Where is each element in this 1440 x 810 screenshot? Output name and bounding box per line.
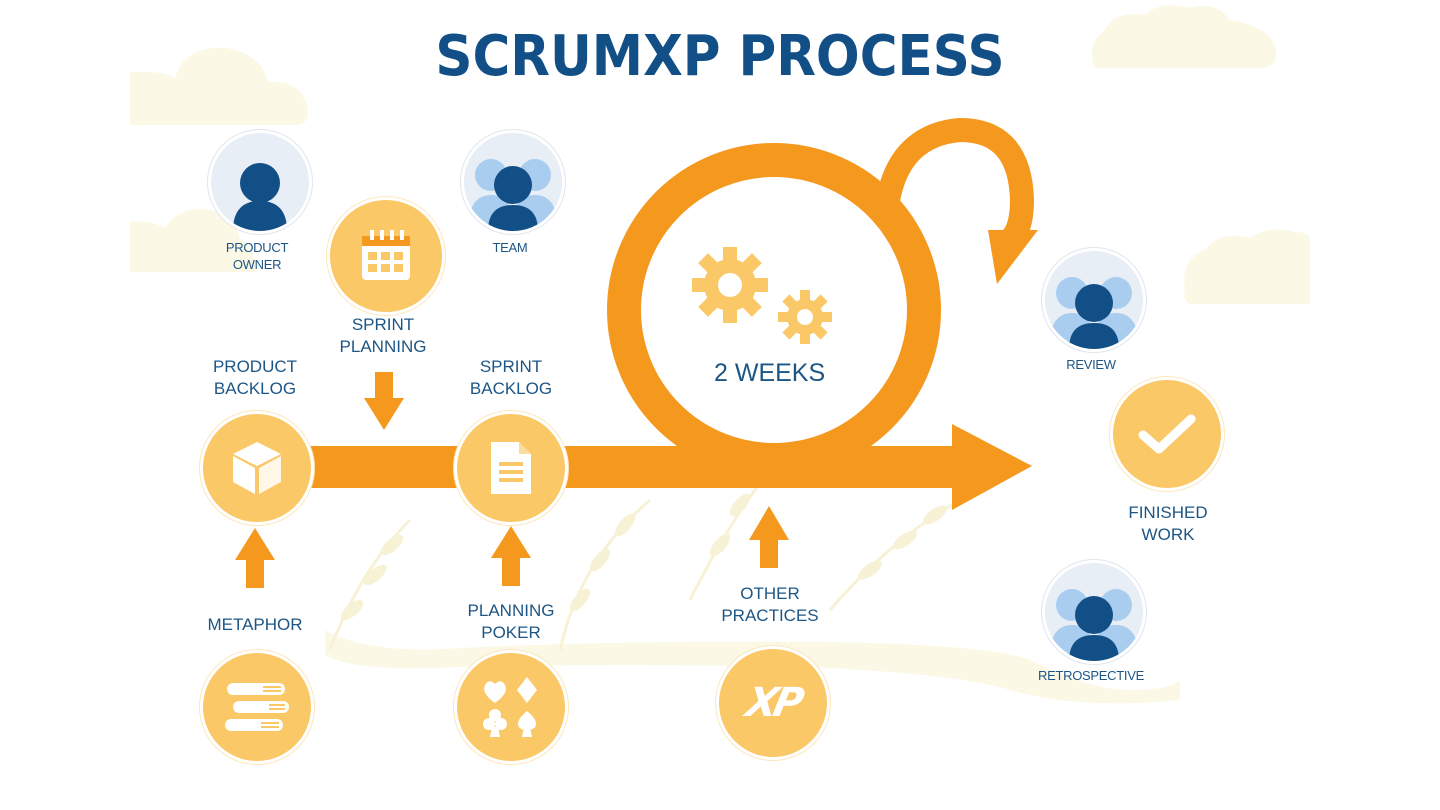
finished-work-node	[1110, 377, 1224, 491]
person-icon	[233, 163, 287, 231]
gears-icon	[692, 247, 832, 344]
main-flow-arrowhead	[952, 424, 1032, 510]
sprint-planning-node	[327, 197, 445, 315]
document-icon	[491, 442, 531, 494]
other-practices-arrow	[749, 506, 789, 568]
xp-logo-icon: XP	[742, 680, 804, 726]
other-practices-node: XP	[716, 646, 830, 760]
retrospective-label: RETROSPECTIVE	[1038, 668, 1144, 683]
sprint-cycle-loop	[607, 143, 941, 477]
product-backlog-node	[200, 411, 314, 525]
sprint-duration-label: 2 WEEKS	[714, 359, 826, 387]
planning-poker-label: PLANNING POKER	[467, 601, 555, 643]
group-icon	[1049, 277, 1139, 349]
team-avatar	[461, 130, 565, 234]
metaphor-label: METAPHOR	[207, 615, 303, 634]
review-label: REVIEW	[1066, 357, 1116, 372]
checkmark-icon	[1138, 414, 1196, 454]
retrospective-avatar	[1042, 560, 1146, 664]
daily-duration-label: 24 HOURS	[910, 190, 991, 207]
product-owner-avatar	[208, 130, 312, 234]
group-icon	[468, 159, 558, 231]
calendar-icon	[362, 230, 410, 280]
background-decoration	[130, 5, 1310, 704]
books-icon	[225, 683, 289, 731]
review-avatar	[1042, 248, 1146, 352]
finished-work-label: FINISHED WORK	[1128, 503, 1208, 545]
sprint-planning-arrow	[364, 372, 404, 430]
other-practices-label: OTHER PRACTICES	[721, 584, 819, 626]
sprint-backlog-label: SPRINT BACKLOG	[469, 357, 553, 399]
diagram-title: SCRUMXP PROCESS	[435, 24, 1005, 89]
planning-poker-node	[454, 650, 568, 764]
daily-cycle-loop	[876, 117, 1035, 250]
team-label: TEAM	[492, 240, 528, 255]
product-owner-label: PRODUCT OWNER	[225, 240, 289, 272]
planning-poker-arrow	[491, 526, 531, 586]
sprint-planning-label: SPRINT PLANNING	[339, 315, 427, 357]
product-backlog-label: PRODUCT BACKLOG	[212, 357, 298, 399]
daily-cycle-arrowhead	[988, 230, 1038, 284]
metaphor-arrow	[235, 528, 275, 588]
card-suits-icon	[483, 677, 537, 737]
cube-icon	[233, 442, 281, 494]
sprint-backlog-node	[454, 411, 568, 525]
group-icon	[1049, 589, 1139, 661]
metaphor-node	[200, 650, 314, 764]
